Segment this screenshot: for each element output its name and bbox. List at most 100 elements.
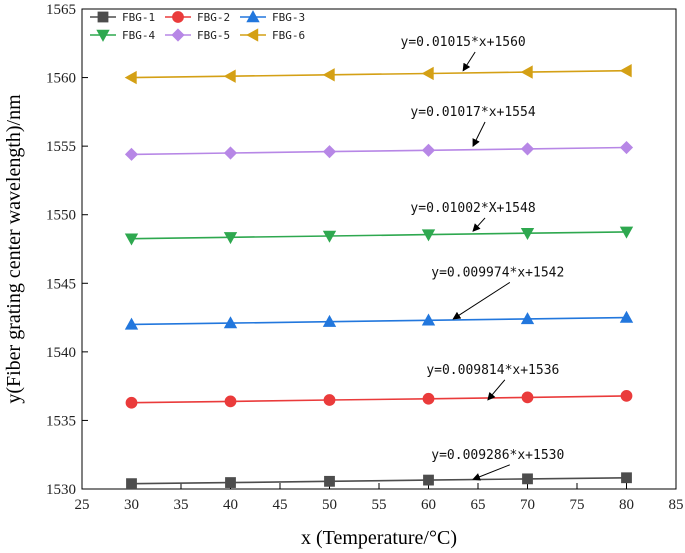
y-tick-label: 1530 [46,482,76,498]
legend-item: FBG-4 [90,29,155,42]
annotation-layer: y=0.01015*x+1560 y=0.01017*x+1554 y=0.0100… [401,35,564,481]
legend-marker [172,11,184,23]
data-point [620,389,633,402]
data-point [124,317,139,330]
legend-marker [96,29,110,42]
x-tick-label: 50 [322,497,337,513]
data-point [223,146,238,160]
data-point [124,147,139,161]
series-line [131,395,627,404]
x-tick-label: 45 [273,497,288,513]
data-point [421,143,436,157]
x-tick-label: 55 [372,497,387,513]
data-point [619,310,634,323]
annotation-arrow [462,51,476,72]
series-fbg-5 [124,140,634,161]
x-tick-label: 60 [421,497,436,513]
legend-item: FBG-3 [240,10,305,24]
legend-label: FBG-5 [197,29,230,42]
x-tick-label: 65 [471,497,486,513]
legend-marker [97,11,109,23]
data-point [224,395,237,408]
series-fbg-6 [124,64,632,85]
y-tick-label: 1535 [46,413,76,429]
data-point [520,142,535,156]
data-point [421,66,434,81]
annotation-arrow [452,282,511,320]
x-tick-label: 80 [619,497,634,513]
data-point [422,392,435,405]
series-fbg-2 [125,389,633,409]
legend-item: FBG-6 [240,28,305,42]
annotation-arrow [472,121,486,148]
data-point [520,65,533,79]
data-point [324,475,335,487]
data-point [223,69,236,83]
legend-item: FBG-2 [165,11,230,24]
x-tick-label: 75 [570,497,585,513]
equation-annotation: y=0.009286*x+1530 [431,448,564,463]
x-tick-label: 40 [223,497,238,513]
x-tick-label: 25 [75,497,90,513]
equation-annotation: y=0.01002*X+1548 [410,201,535,216]
legend-marker [246,28,259,42]
annotation-arrow [487,379,506,401]
data-point [124,70,137,85]
data-point [621,472,632,484]
legend-marker [171,28,185,42]
data-point [223,316,238,329]
data-point [421,229,436,242]
data-point [619,64,632,78]
series-line [131,316,627,326]
series-layer [124,64,634,490]
series-line [131,146,627,156]
legend-label: FBG-3 [272,11,305,24]
y-tick-label: 1555 [46,139,76,155]
data-point [125,396,138,409]
legend-marker [246,10,260,23]
data-point [322,230,337,243]
series-fbg-1 [126,472,632,490]
legend-item: FBG-5 [165,28,230,42]
data-point [126,478,137,490]
annotation-arrow [472,217,486,232]
legend-label: FBG-4 [122,29,155,42]
equation-annotation: y=0.01017*x+1554 [410,105,535,120]
series-line [131,69,627,79]
legend-label: FBG-6 [272,29,305,42]
y-tick-label: 1550 [46,208,76,224]
series-fbg-3 [124,310,634,330]
data-point [522,473,533,485]
data-point [423,474,434,486]
x-tick-label: 30 [124,497,139,513]
data-point [223,232,238,245]
equation-annotation: y=0.009814*x+1536 [426,363,559,378]
x-tick-label: 35 [174,497,189,513]
legend: FBG-1 FBG-2 FBG-3 FBG-4 FBG-5 FBG-6 [90,10,305,42]
series-fbg-4 [124,226,634,246]
equation-annotation: y=0.009974*x+1542 [431,265,564,280]
y-tick-label: 1540 [46,345,76,361]
data-point [421,313,436,326]
data-point [124,233,139,246]
data-point [520,312,535,325]
legend-label: FBG-1 [122,11,155,24]
axes: 25 30 35 40 45 50 55 60 65 70 75 80 85 1530 1535 1540 15… [46,2,684,513]
equation-annotation: y=0.01015*x+1560 [401,35,526,50]
data-point [322,68,335,82]
annotation-arrow [472,464,510,481]
data-point [619,226,634,239]
data-point [322,314,337,327]
data-point [322,145,337,159]
y-axis-title: y(Fiber grating center wavelength)/nm [3,94,25,404]
x-tick-label: 70 [520,497,535,513]
legend-label: FBG-2 [197,11,230,24]
series-line [131,231,627,240]
x-tick-label: 85 [669,497,684,513]
data-point [323,394,336,406]
data-point [520,228,535,241]
x-axis-title: x (Temperature/°C) [301,527,457,549]
data-point [521,391,534,404]
y-tick-label: 1565 [46,2,76,18]
